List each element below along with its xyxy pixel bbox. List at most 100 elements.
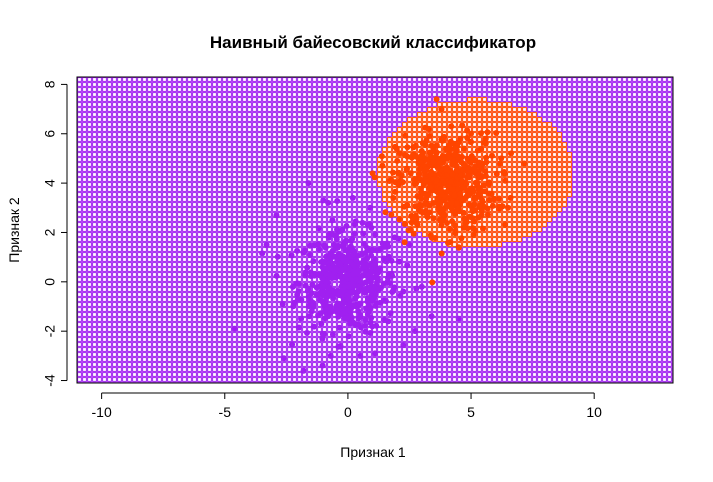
grid-cell	[287, 212, 292, 217]
grid-cell	[402, 92, 407, 97]
grid-cell	[127, 287, 132, 292]
grid-cell	[297, 92, 302, 97]
grid-cell	[222, 377, 227, 382]
grid-cell	[402, 312, 407, 317]
grid-cell	[397, 187, 402, 192]
grid-cell	[162, 347, 167, 352]
grid-cell	[147, 142, 152, 147]
grid-cell	[117, 102, 122, 107]
grid-cell	[182, 282, 187, 287]
grid-cell	[222, 357, 227, 362]
grid-cell	[92, 357, 97, 362]
grid-cell	[172, 172, 177, 177]
grid-cell	[187, 272, 192, 277]
grid-cell	[227, 337, 232, 342]
grid-cell	[112, 157, 117, 162]
grid-cell	[82, 222, 87, 227]
grid-cell	[357, 372, 362, 377]
grid-cell	[372, 212, 377, 217]
grid-cell	[207, 232, 212, 237]
grid-cell	[197, 242, 202, 247]
grid-cell	[122, 232, 127, 237]
grid-cell	[312, 337, 317, 342]
grid-cell	[192, 162, 197, 167]
grid-cell	[362, 187, 367, 192]
grid-cell	[157, 192, 162, 197]
grid-cell	[147, 112, 152, 117]
grid-cell	[137, 232, 142, 237]
grid-cell	[82, 112, 87, 117]
grid-cell	[282, 157, 287, 162]
grid-cell	[212, 142, 217, 147]
grid-cell	[417, 127, 422, 132]
grid-cell	[357, 347, 362, 352]
grid-cell	[177, 212, 182, 217]
grid-cell	[457, 217, 462, 222]
grid-cell	[327, 162, 332, 167]
grid-cell	[252, 367, 257, 372]
grid-cell	[327, 187, 332, 192]
grid-cell	[102, 317, 107, 322]
grid-cell	[162, 217, 167, 222]
grid-cell	[217, 302, 222, 307]
grid-cell	[117, 192, 122, 197]
grid-cell	[287, 177, 292, 182]
grid-cell	[242, 192, 247, 197]
grid-cell	[317, 122, 322, 127]
grid-cell	[122, 77, 127, 82]
grid-cell	[107, 292, 112, 297]
grid-cell	[267, 92, 272, 97]
grid-cell	[147, 317, 152, 322]
grid-cell	[397, 207, 402, 212]
grid-cell	[82, 227, 87, 232]
grid-cell	[162, 82, 167, 87]
grid-cell	[107, 137, 112, 142]
grid-cell	[452, 327, 457, 332]
grid-cell	[122, 222, 127, 227]
grid-cell	[177, 127, 182, 132]
grid-cell	[477, 242, 482, 247]
grid-cell	[472, 262, 477, 267]
grid-cell	[407, 82, 412, 87]
grid-cell	[107, 177, 112, 182]
grid-cell	[127, 77, 132, 82]
grid-cell	[252, 117, 257, 122]
grid-cell	[112, 127, 117, 132]
grid-cell	[297, 132, 302, 137]
grid-cell	[117, 277, 122, 282]
grid-cell	[97, 82, 102, 87]
grid-cell	[222, 172, 227, 177]
grid-cell	[252, 357, 257, 362]
grid-cell	[157, 177, 162, 182]
grid-cell	[312, 122, 317, 127]
grid-cell	[242, 257, 247, 262]
grid-cell	[417, 267, 422, 272]
grid-cell	[232, 287, 237, 292]
grid-cell	[162, 212, 167, 217]
grid-cell	[312, 147, 317, 152]
grid-cell	[137, 102, 142, 107]
grid-cell	[382, 227, 387, 232]
grid-cell	[392, 262, 397, 267]
grid-cell	[117, 327, 122, 332]
grid-cell	[82, 252, 87, 257]
grid-cell	[442, 262, 447, 267]
grid-cell	[112, 102, 117, 107]
grid-cell	[187, 112, 192, 117]
grid-cell	[212, 347, 217, 352]
grid-cell	[322, 97, 327, 102]
grid-cell	[307, 192, 312, 197]
grid-cell	[112, 142, 117, 147]
grid-cell	[187, 152, 192, 157]
grid-cell	[317, 217, 322, 222]
grid-cell	[367, 117, 372, 122]
grid-cell	[422, 372, 427, 377]
grid-cell	[97, 102, 102, 107]
grid-cell	[227, 77, 232, 82]
grid-cell	[167, 267, 172, 272]
grid-cell	[87, 377, 92, 382]
grid-cell	[442, 362, 447, 367]
grid-cell	[317, 372, 322, 377]
grid-cell	[457, 287, 462, 292]
grid-cell	[362, 167, 367, 172]
